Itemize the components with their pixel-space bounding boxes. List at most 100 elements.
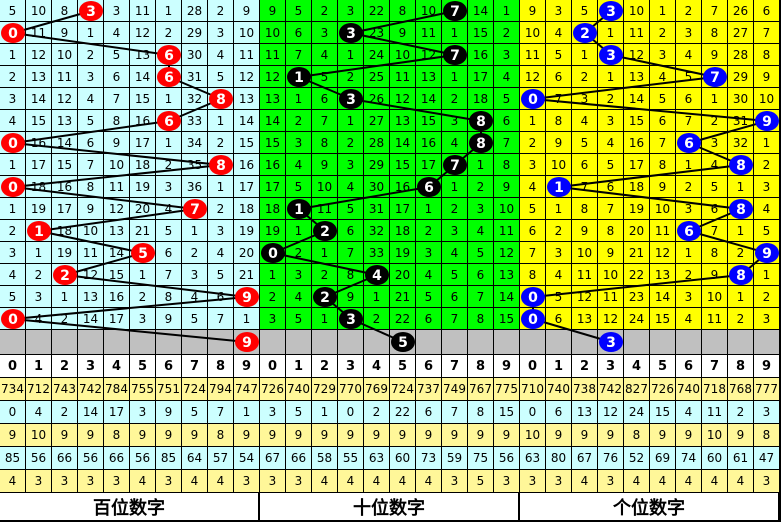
miss-count-cell: 5: [702, 176, 728, 198]
miss-count-cell: 6: [442, 286, 468, 308]
miss-count-cell: 2: [208, 132, 234, 154]
miss-count-cell: 8: [468, 308, 494, 330]
stat-cell: 4: [702, 470, 728, 493]
digit-header: 2: [52, 355, 78, 378]
miss-count-cell: 3: [130, 308, 156, 330]
miss-count-cell: 23: [364, 22, 390, 44]
digit-header: 6: [676, 355, 702, 378]
digit-header: 4: [364, 355, 390, 378]
ball-digit: 4: [372, 268, 382, 284]
miss-count-cell: 4: [208, 44, 234, 66]
ball-shape: [1, 23, 25, 43]
pending-cell: [468, 330, 494, 355]
ball-shape: [339, 23, 363, 43]
ball-digit: 0: [8, 136, 18, 152]
stat-cell: 3: [494, 470, 520, 493]
stat-cell: 9: [390, 424, 416, 447]
stat-cell: 4: [572, 470, 598, 493]
ball-shape: [235, 332, 259, 352]
stat-cell: 9: [234, 424, 260, 447]
stat-cell: 4: [364, 470, 390, 493]
ball-shape: [287, 199, 311, 219]
hit-ball: 6: [157, 45, 181, 65]
miss-count-cell: 21: [390, 286, 416, 308]
stat-cell: 73: [416, 447, 442, 470]
miss-count-cell: 2: [286, 242, 312, 264]
ball-digit: 3: [346, 26, 356, 42]
miss-count-cell: 2: [182, 242, 208, 264]
miss-count-cell: 8: [520, 264, 546, 286]
miss-count-cell: 29: [728, 66, 754, 88]
miss-count-cell: 1: [208, 176, 234, 198]
miss-count-cell: 3: [338, 154, 364, 176]
ball-digit: 1: [554, 180, 564, 196]
section-label: 百位数字: [0, 493, 258, 520]
miss-count-cell: 6: [754, 0, 780, 22]
miss-count-cell: 3: [468, 198, 494, 220]
trend-line-2: [532, 10, 768, 343]
miss-count-cell: 1: [702, 88, 728, 110]
miss-count-cell: 10: [26, 0, 52, 22]
miss-count-cell: 7: [312, 110, 338, 132]
ball-shape: [157, 45, 181, 65]
miss-count-cell: 9: [312, 154, 338, 176]
miss-count-cell: 3: [26, 286, 52, 308]
hit-ball: 2: [573, 23, 597, 43]
miss-count-cell: 10: [234, 22, 260, 44]
miss-count-cell: 9: [338, 286, 364, 308]
miss-count-cell: 7: [208, 308, 234, 330]
trend-segment: [38, 208, 196, 232]
miss-count-cell: 30: [182, 44, 208, 66]
miss-count-cell: 6: [468, 264, 494, 286]
trend-segment: [12, 296, 248, 320]
stat-cell: 3: [754, 470, 780, 493]
miss-count-cell: 21: [624, 242, 650, 264]
miss-count-cell: 2: [468, 176, 494, 198]
stat-cell: 9: [364, 424, 390, 447]
digit-header: 2: [312, 355, 338, 378]
miss-count-cell: 4: [286, 154, 312, 176]
ball-digit: 1: [294, 202, 304, 218]
stat-cell: 3: [286, 470, 312, 493]
ball-shape: [547, 177, 571, 197]
miss-count-cell: 2: [442, 198, 468, 220]
stat-cell: 4: [312, 470, 338, 493]
miss-count-cell: 1: [598, 66, 624, 88]
pending-cell: [182, 330, 208, 355]
miss-count-cell: 22: [364, 0, 390, 22]
stat-cell: 743: [52, 378, 78, 401]
miss-count-cell: 2: [728, 308, 754, 330]
miss-count-cell: 17: [130, 132, 156, 154]
digit-header: 1: [286, 355, 312, 378]
trend-line-0: [12, 10, 248, 343]
trend-segment: [12, 318, 248, 343]
miss-count-cell: 2: [442, 88, 468, 110]
trend-segment: [12, 186, 196, 210]
miss-count-cell: 15: [26, 110, 52, 132]
miss-count-cell: 14: [416, 88, 442, 110]
trend-segment: [532, 98, 768, 122]
miss-count-cell: 3: [546, 0, 572, 22]
ball-shape: [677, 221, 701, 241]
stat-cell: 54: [234, 447, 260, 470]
miss-count-cell: 4: [676, 308, 702, 330]
ball-digit: 2: [320, 224, 330, 240]
miss-count-cell: 7: [702, 0, 728, 22]
miss-count-cell: 9: [572, 220, 598, 242]
miss-count-cell: 13: [650, 264, 676, 286]
ball-digit: 6: [424, 180, 434, 196]
miss-count-cell: 21: [234, 264, 260, 286]
stat-cell: 8: [624, 424, 650, 447]
miss-count-cell: 3: [416, 242, 442, 264]
miss-count-cell: 14: [468, 0, 494, 22]
digit-header: 7: [182, 355, 208, 378]
miss-count-cell: 10: [104, 154, 130, 176]
hit-ball: 0: [1, 23, 25, 43]
miss-count-cell: 2: [208, 198, 234, 220]
miss-count-cell: 7: [156, 264, 182, 286]
stat-cell: 747: [234, 378, 260, 401]
pending-cell: [650, 330, 676, 355]
miss-count-cell: 1: [182, 220, 208, 242]
digit-header: 5: [650, 355, 676, 378]
hit-ball: 6: [677, 221, 701, 241]
